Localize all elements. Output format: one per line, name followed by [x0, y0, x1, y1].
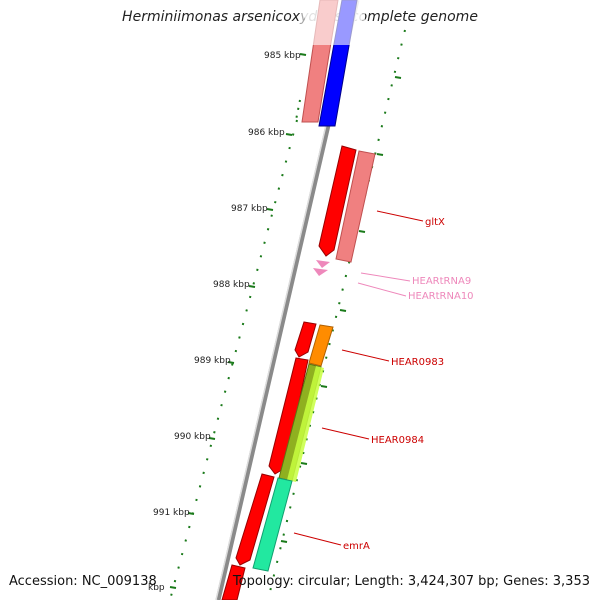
outer-minor-ticks [280, 76, 402, 543]
scale-labels: 985 kbp 986 kbp 987 kbp 988 kbp 989 kbp … [148, 51, 301, 593]
gene-label-emrA[interactable]: emrA [343, 541, 370, 552]
trna-9 [316, 260, 330, 268]
cds-red-b [268, 357, 309, 475]
cds-red-d [221, 564, 246, 600]
gene-labels: gltX HEARtRNA9 HEARtRNA10 HEAR0983 HEAR0… [343, 217, 474, 552]
scale-label: 990 kbp [174, 432, 211, 442]
gene-label-HEARtRNA9[interactable]: HEARtRNA9 [412, 276, 471, 287]
accession-text: Accession: NC_009138 [9, 574, 157, 589]
trna-10 [313, 268, 328, 276]
scale-label: 987 kbp [231, 204, 268, 214]
label-leaders [293, 210, 424, 546]
feature-aqua [252, 477, 293, 572]
cds-gltX-light [335, 150, 376, 263]
feature-yellowgreen [287, 366, 324, 482]
scale-label: kbp [148, 583, 165, 593]
scale-label: 988 kbp [213, 280, 250, 290]
cds-red-c [235, 473, 275, 566]
gene-label-HEAR0984[interactable]: HEAR0984 [371, 435, 424, 446]
inner-tick-track [169, 99, 301, 600]
gene-label-HEAR0983[interactable]: HEAR0983 [391, 357, 444, 368]
scale-label: 989 kbp [194, 356, 231, 366]
feature-orange [308, 324, 334, 367]
map-title: Herminiimonas arsenicoxydans, complete g… [122, 9, 478, 25]
cds-red-a [294, 321, 317, 358]
inner-minor-ticks [169, 53, 307, 589]
scale-label: 985 kbp [264, 51, 301, 61]
scale-label: 991 kbp [153, 508, 190, 518]
cds-gltX-strand1 [318, 145, 357, 257]
gene-label-gltX[interactable]: gltX [425, 217, 445, 228]
scale-label: 986 kbp [248, 128, 285, 138]
topology-text: Topology: circular; Length: 3,424,307 bp… [232, 574, 590, 589]
gene-label-HEARtRNA10[interactable]: HEARtRNA10 [408, 291, 474, 302]
